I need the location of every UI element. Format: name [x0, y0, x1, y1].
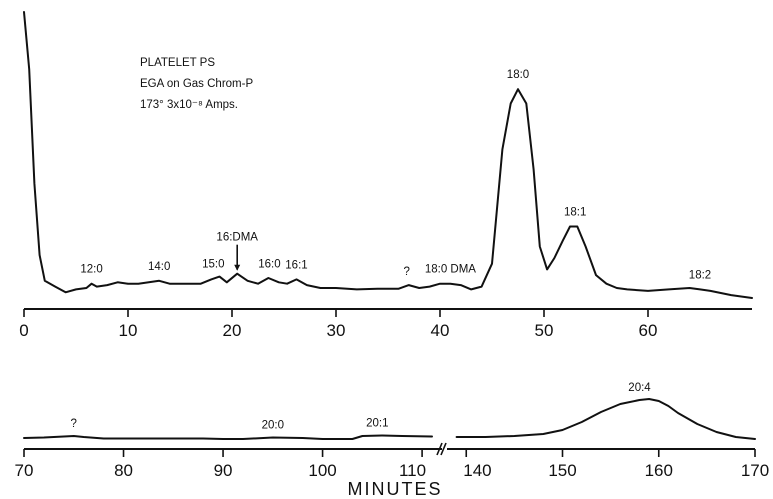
- x-tick-label: 40: [431, 321, 450, 340]
- condition-line: 173° 3x10⁻⁸ Amps.: [140, 99, 238, 111]
- x-tick-label: 160: [645, 461, 673, 480]
- peak-label: 12:0: [80, 264, 102, 276]
- peak-label: 16:1: [285, 259, 307, 271]
- x-axis-label: MINUTES: [348, 479, 443, 499]
- peak-label: 20:4: [628, 382, 651, 394]
- x-tick-label: 70: [15, 461, 34, 480]
- x-tick-label: 170: [741, 461, 769, 480]
- lower-panel: 70 80 90 100 110 140 150 160 170? 20:0 20:1 20:4: [15, 382, 770, 480]
- x-tick-label: 30: [327, 321, 346, 340]
- peak-label: 20:1: [366, 418, 388, 430]
- axis-break-mark: [440, 442, 447, 456]
- peak-label: 20:0: [262, 420, 284, 432]
- axis-break-mark: [436, 442, 443, 456]
- chart-conditions: PLATELET PS EGA on Gas Chrom-P 173° 3x10⁻⁸…: [140, 57, 253, 111]
- peak-label: 14:0: [148, 261, 170, 273]
- condition-line: EGA on Gas Chrom-P: [140, 78, 253, 90]
- peak-label: 15:0: [202, 259, 224, 271]
- x-tick-label: 20: [223, 321, 242, 340]
- peak-label: ?: [71, 418, 77, 430]
- x-tick-label: 150: [548, 461, 576, 480]
- x-tick-label: 110: [399, 461, 426, 480]
- x-tick-label: 10: [119, 321, 138, 340]
- peak-label: 16:DMA: [216, 232, 258, 244]
- chromatogram-trace-lower-right: [455, 398, 756, 440]
- x-tick-label: 50: [535, 321, 554, 340]
- chromatogram-trace-lower-left: [23, 434, 433, 440]
- peak-label: ?: [404, 266, 410, 278]
- peak-label: 18:2: [689, 269, 711, 281]
- peak-label: 18:1: [564, 207, 586, 219]
- chromatogram-trace-upper: [23, 11, 753, 299]
- peak-arrow-head: [234, 264, 241, 271]
- upper-panel: 0 10 20 30 40 50 60 12:0 14:0 15:0 16:DMA 16:0 16:1?…: [19, 11, 753, 340]
- x-tick-label: 90: [214, 461, 233, 480]
- peak-label: 18:0 DMA: [425, 264, 476, 276]
- condition-line: PLATELET PS: [140, 57, 215, 69]
- x-tick-label: 60: [639, 321, 658, 340]
- x-tick-label: 100: [308, 461, 336, 480]
- peak-label: 16:0: [258, 258, 280, 270]
- x-tick-label: 80: [114, 461, 133, 480]
- x-tick-label: 140: [463, 461, 491, 480]
- x-tick-label: 0: [19, 321, 28, 340]
- peak-label: 18:0: [507, 69, 529, 81]
